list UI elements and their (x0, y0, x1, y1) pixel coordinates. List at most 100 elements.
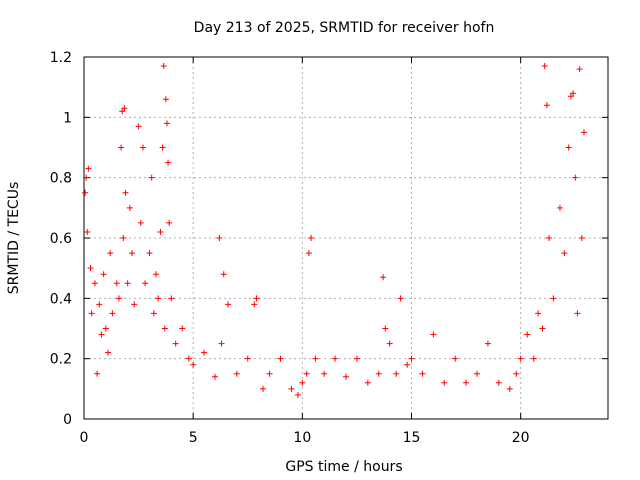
data-point (98, 331, 105, 338)
data-point (162, 96, 169, 103)
chart-title: Day 213 of 2025, SRMTID for receiver hof… (194, 20, 495, 36)
data-point (266, 370, 273, 377)
data-point (84, 228, 91, 235)
data-point (179, 325, 186, 332)
data-point (484, 340, 491, 347)
data-point (574, 310, 581, 317)
data-point (576, 66, 583, 73)
data-point (122, 189, 129, 196)
data-point (109, 310, 116, 317)
data-point (166, 219, 173, 226)
data-point (119, 108, 126, 115)
data-point (364, 379, 371, 386)
data-point (556, 204, 563, 211)
data-point (233, 370, 240, 377)
data-point (113, 280, 120, 287)
data-point (91, 280, 98, 287)
data-point (513, 370, 520, 377)
data-point (530, 355, 537, 362)
data-point (115, 295, 122, 302)
data-point (165, 159, 172, 166)
data-point (353, 355, 360, 362)
data-point (463, 379, 470, 386)
y-tick-label: 1 (63, 110, 72, 126)
y-tick-label: 0.8 (50, 171, 72, 187)
data-point (312, 355, 319, 362)
data-point (474, 370, 480, 377)
data-point (142, 280, 149, 287)
data-point (321, 370, 328, 377)
data-point (94, 370, 101, 377)
data-point (121, 105, 128, 112)
data-point (160, 63, 167, 70)
y-tick-label: 0.6 (50, 231, 72, 247)
data-point (216, 235, 223, 241)
data-point (157, 228, 164, 235)
data-point (218, 340, 225, 347)
data-point (190, 361, 197, 368)
data-point (244, 355, 251, 362)
data-point (288, 385, 295, 392)
y-tick-label: 0.2 (50, 352, 72, 368)
x-tick-label: 10 (293, 430, 311, 446)
data-point (543, 102, 550, 109)
data-point (580, 129, 587, 136)
data-point (308, 235, 315, 241)
data-point (201, 349, 208, 356)
data-point (129, 250, 136, 257)
data-point (299, 379, 306, 386)
y-tick-label: 0.4 (50, 291, 72, 307)
data-point (517, 355, 524, 362)
x-tick-label: 0 (80, 430, 89, 446)
data-point (524, 331, 531, 338)
data-point (105, 349, 112, 356)
data-point (161, 325, 168, 332)
data-point (150, 310, 157, 317)
data-point (124, 280, 131, 287)
data-point (82, 189, 89, 196)
y-tick-label: 0 (63, 412, 72, 428)
y-tick-label: 1.2 (50, 50, 72, 66)
data-point (137, 219, 144, 226)
data-point (382, 325, 389, 332)
data-point (506, 385, 513, 392)
x-tick-label: 5 (189, 430, 198, 446)
data-point (120, 235, 127, 241)
data-point (332, 355, 339, 362)
data-point (148, 174, 155, 181)
data-point (294, 391, 301, 398)
data-point (578, 235, 585, 241)
y-axis-label: SRMTID / TECUs (6, 182, 22, 295)
data-point (277, 355, 284, 362)
data-point (100, 271, 107, 278)
data-point (565, 144, 572, 151)
data-point (212, 373, 218, 380)
data-point (220, 271, 227, 278)
data-point (96, 301, 103, 308)
data-point (397, 295, 404, 302)
data-point (159, 144, 166, 151)
data-point (305, 250, 312, 257)
data-point (168, 295, 175, 302)
data-point (185, 355, 192, 362)
data-point (572, 174, 579, 181)
data-point (225, 301, 232, 308)
data-point (155, 295, 162, 302)
x-tick-label: 20 (512, 430, 530, 446)
data-point (131, 301, 138, 308)
data-point (163, 120, 170, 127)
data-point (539, 325, 546, 332)
data-point (419, 370, 426, 377)
data-point (393, 370, 400, 377)
data-point (87, 265, 94, 272)
x-tick-label: 15 (403, 430, 421, 446)
data-point (172, 340, 179, 347)
data-point (546, 235, 553, 241)
axis-ticks: 0 0.2 0.4 0.6 0.8 1 1.2 0 5 10 15 20 (50, 50, 608, 446)
data-point (408, 355, 415, 362)
data-point (535, 310, 542, 317)
data-point (380, 274, 387, 281)
data-point (102, 325, 109, 332)
data-point (386, 340, 393, 347)
